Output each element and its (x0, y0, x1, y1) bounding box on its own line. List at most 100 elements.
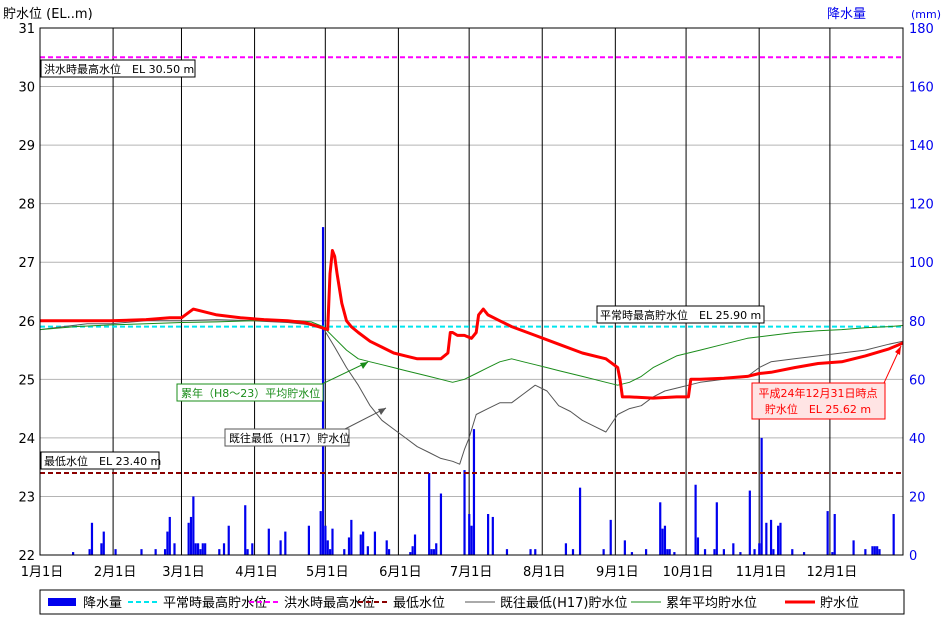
rainfall-bar (878, 549, 881, 555)
rainfall-bar (430, 549, 433, 555)
rainfall-bar (470, 525, 473, 555)
annotation-normal-text: 平常時最高貯水位 EL 25.90 m (600, 308, 761, 322)
rainfall-bar (663, 525, 667, 555)
rainfall-bar (852, 540, 855, 555)
rainfall-bar (715, 502, 718, 555)
rainfall-bar (487, 514, 490, 555)
rainfall-bar (779, 522, 782, 555)
rainfall-bar (366, 546, 369, 555)
rainfall-bar (463, 470, 466, 555)
rainfall-bar (173, 543, 176, 555)
legend-label: 平常時最高貯水位 (163, 595, 267, 611)
rainfall-bar (326, 540, 329, 555)
left-tick-label: 25 (18, 373, 35, 388)
right-tick-label: 140 (909, 139, 934, 154)
rainfall-bar (244, 505, 247, 555)
rainfall-bar (760, 437, 763, 555)
rainfall-bar (673, 552, 676, 555)
annotation-normal: 平常時最高貯水位 EL 25.90 m (596, 305, 765, 324)
right-tick-label: 160 (909, 81, 934, 96)
rainfall-bar (772, 549, 775, 555)
rainfall-bar (163, 549, 167, 555)
rainfall-bar (362, 531, 365, 555)
rainfall-bar (246, 549, 249, 555)
rainfall-bar (873, 546, 876, 555)
right-axis-unit: (mm) (911, 8, 941, 21)
left-tick-label: 29 (18, 139, 35, 154)
rainfall-bar (196, 543, 200, 555)
x-tick-label: 2月1日 (94, 565, 137, 580)
legend-frame (39, 589, 905, 615)
annotation-min-text: 最低水位 EL 23.40 m (44, 454, 161, 468)
rainfall-bar (154, 549, 157, 555)
rainfall-bar (833, 514, 836, 555)
rainfall-bar (876, 546, 879, 555)
rainfall-bar (114, 549, 117, 555)
x-tick-label: 8月1日 (523, 565, 566, 580)
rainfall-bar (435, 543, 438, 555)
rainfall-bar (319, 511, 322, 555)
rainfall-bar (140, 549, 143, 555)
rainfall-bar (324, 525, 327, 555)
right-tick-label: 100 (909, 256, 934, 271)
rainfall-bar (694, 484, 697, 555)
series-line (39, 320, 904, 386)
series-line (40, 249, 904, 400)
annotation-average-text: 累年（H8〜23）平均貯水位 (181, 386, 320, 400)
x-tick-label: 12月1日 (806, 565, 857, 580)
rainfall-bar (739, 552, 742, 555)
rainfall-bar (284, 531, 287, 555)
left-tick-label: 28 (18, 198, 35, 213)
rainfall-bar (892, 514, 895, 555)
rainfall-bar (703, 549, 707, 555)
x-tick-label: 7月1日 (450, 565, 493, 580)
rainfall-bar (578, 487, 582, 555)
rainfall-bar (659, 502, 662, 555)
plot-frame (39, 27, 904, 556)
left-tick-label: 24 (18, 432, 35, 447)
x-tick-label: 5月1日 (306, 565, 349, 580)
legend-label: 降水量 (83, 596, 122, 611)
rainfall-bar (227, 525, 230, 555)
annotation-lowest-text: 既往最低（H17）貯水位 (229, 431, 350, 445)
rainfall-bar (201, 543, 204, 555)
annotation-current-line2: 貯水位 EL 25.62 m (765, 402, 871, 416)
rainfall-bar (472, 429, 476, 555)
rainfall-bar (385, 540, 388, 555)
rainfall-bar (432, 549, 435, 555)
left-tick-label: 26 (18, 315, 35, 330)
rainfall-bar (331, 528, 334, 555)
rainfall-bar (279, 540, 282, 555)
left-axis-label: 貯水位 (EL..m) (3, 7, 93, 22)
left-tick-label: 31 (18, 22, 35, 37)
rainfall-bar (666, 549, 669, 555)
rainfall-bar (826, 511, 829, 555)
rainfall-bar (347, 537, 351, 555)
rainfall-bar (168, 516, 171, 555)
right-tick-label: 120 (909, 198, 934, 213)
rainfall-bar (100, 543, 103, 555)
right-tick-label: 180 (909, 22, 934, 37)
rainfall-bar (630, 552, 634, 555)
rainfall-bar (831, 552, 834, 555)
rainfall-bar (623, 540, 626, 555)
legend-label: 既往最低(H17)貯水位 (500, 596, 627, 611)
rainfall-bar (758, 543, 761, 555)
rainfall-bar (602, 549, 605, 555)
rainfall-bar (864, 549, 867, 555)
annotation-min: 最低水位 EL 23.40 m (40, 451, 161, 470)
rainfall-bar (90, 522, 94, 555)
rainfall-bar (668, 549, 671, 555)
rainfall-bar (769, 519, 773, 555)
rainfall-bar (413, 534, 417, 555)
annotation-lowest: 既往最低（H17）貯水位 (224, 407, 387, 447)
annotation-flood: 洪水時最高水位 EL 30.50 m (40, 59, 196, 78)
left-tick-label: 23 (18, 490, 35, 505)
rainfall-bar (267, 528, 270, 555)
right-tick-label: 80 (909, 315, 926, 330)
legend-label: 最低水位 (393, 596, 445, 611)
right-tick-label: 0 (909, 549, 917, 564)
series-lines (39, 249, 904, 465)
legend-label: 貯水位 (820, 596, 859, 611)
